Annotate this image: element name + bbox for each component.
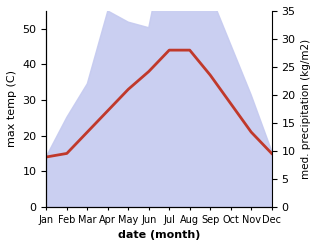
Y-axis label: max temp (C): max temp (C) (7, 70, 17, 147)
X-axis label: date (month): date (month) (118, 230, 200, 240)
Y-axis label: med. precipitation (kg/m2): med. precipitation (kg/m2) (301, 39, 311, 179)
